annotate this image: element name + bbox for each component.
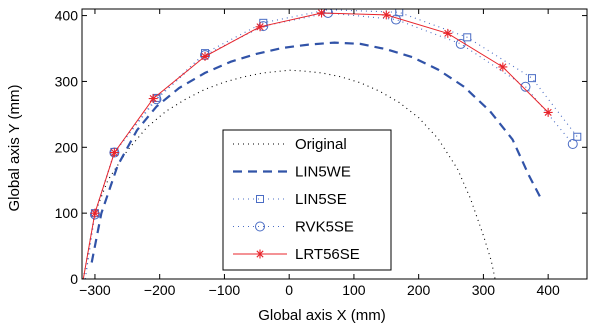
marker-asterisk	[148, 94, 158, 104]
marker-asterisk	[317, 9, 327, 18]
legend-entry-original: Original	[233, 136, 347, 153]
legend-entry-lin5se: LIN5SE	[233, 191, 347, 208]
legend-label: Original	[295, 136, 347, 153]
marker-asterisk	[498, 62, 508, 72]
series-lrt56se	[82, 9, 553, 279]
marker-circle	[567, 139, 578, 149]
x-tick-label: −300	[79, 282, 111, 298]
x-axis-label: Global axis X (mm)	[258, 307, 386, 324]
marker-asterisk	[443, 28, 453, 38]
x-tick-label: −200	[144, 282, 176, 298]
x-tick-label: 400	[536, 282, 560, 298]
marker-square	[527, 74, 536, 83]
x-tick-label: 100	[342, 282, 366, 298]
legend-entry-lin5we: LIN5WE	[233, 164, 351, 181]
marker-asterisk	[381, 10, 391, 20]
legend-entry-lrt56se: LRT56SE	[233, 246, 360, 263]
x-tick-label: 200	[407, 282, 431, 298]
x-tick-label: −100	[209, 282, 241, 298]
marker-asterisk	[200, 51, 210, 61]
legend-entry-rvk5se: RVK5SE	[233, 219, 354, 236]
marker-asterisk	[109, 148, 119, 158]
x-tick-label: 300	[472, 282, 496, 298]
series-lin5we	[90, 41, 543, 263]
marker-square	[573, 132, 582, 141]
marker-square	[463, 33, 472, 42]
axes-frame	[81, 8, 588, 280]
axis-ticks: −300 −200 −100 0 100 200 300 400 0 100 200 300 400	[55, 8, 587, 298]
marker-asterisk	[543, 107, 553, 117]
y-tick-label: 0	[70, 271, 78, 287]
y-tick-label: 400	[55, 8, 79, 24]
y-tick-label: 100	[55, 205, 79, 221]
marker-asterisk	[90, 208, 100, 218]
y-axis-label: Global axis Y (mm)	[6, 85, 23, 212]
x-tick-label: 0	[285, 282, 293, 298]
legend-label: LIN5WE	[295, 164, 351, 181]
y-tick-label: 300	[55, 73, 79, 89]
data-layer	[82, 9, 582, 279]
legend-label: LRT56SE	[295, 246, 360, 263]
marker-asterisk	[255, 249, 265, 259]
marker-circle	[255, 221, 265, 232]
marker-asterisk	[255, 22, 265, 32]
legend-box	[222, 129, 392, 271]
legend-label: RVK5SE	[295, 219, 354, 236]
marker-square	[256, 195, 264, 203]
series-line	[90, 41, 543, 263]
legend: Original LIN5WE LIN5SE RVK5SE LRT56SE	[222, 129, 392, 271]
y-tick-label: 200	[55, 139, 79, 155]
legend-label: LIN5SE	[295, 191, 347, 208]
marker-circle	[520, 81, 531, 92]
